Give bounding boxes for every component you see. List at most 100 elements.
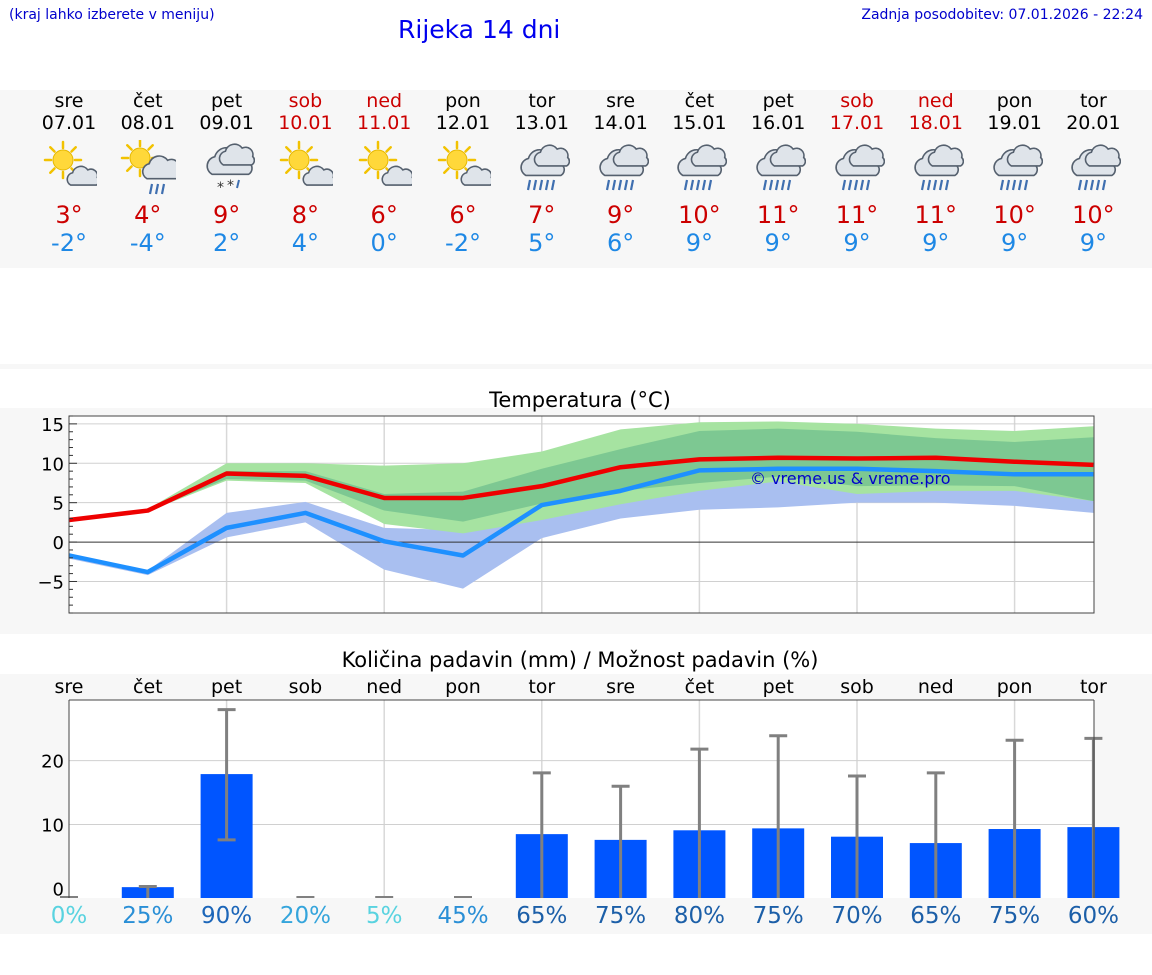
temp-max: 6° [370,201,398,229]
precip-category-label: pet [763,676,794,698]
precip-chance: 90% [201,903,253,929]
separator-band [0,364,1152,369]
day-name: ned [366,90,403,112]
day-date: 11.01 [356,112,412,134]
temp-max: 11° [835,201,879,229]
precip-chance: 25% [122,903,174,929]
day-name: ned [917,90,954,112]
day-column: sre 07.01 3° -2° [30,90,108,257]
day-name: sob [840,90,874,112]
cloud-rain-icon [598,144,649,191]
day-name: tor [1079,90,1107,112]
precip-category-label: ned [366,676,402,698]
cloud-rain-icon [756,144,807,191]
day-date: 10.01 [278,112,333,134]
precip-ytick-label: 10 [41,816,64,837]
precip-chance: 65% [516,903,568,929]
sun-cloud-icon [358,140,413,186]
temp-min: 9° [1079,229,1108,257]
day-date: 08.01 [120,112,175,134]
temp-min: 9° [922,229,950,257]
precip-chance: 80% [673,903,725,929]
day-date: 12.01 [435,112,491,134]
temp-min: 6° [606,229,635,257]
precip-chance: 5% [365,903,403,929]
precip-chance: 0% [50,903,88,929]
temp-ytick-label: 5 [53,494,64,515]
day-date: 16.01 [750,112,806,134]
day-column: sob 10.01 8° 4° [266,90,344,257]
temp-min: 9° [764,229,792,257]
day-forecast-row: sre 07.01 3° -2° čet 08.01 4° -4° pet 09.01 * * 9° 2°… [0,90,1152,268]
location-hint: (kraj lahko izberete v meniju) [9,7,215,23]
temp-min: 9° [843,229,871,257]
day-column: čet 08.01 4° -4° [109,90,187,257]
temp-min: 5° [528,229,556,257]
precip-chance: 45% [437,903,489,929]
precip-category-label: sob [840,676,874,698]
precip-chance: 70% [831,903,883,929]
day-date: 09.01 [199,112,254,134]
day-date: 14.01 [593,112,648,134]
precip-category-label: sre [55,676,84,698]
cloud-rain-icon [1071,144,1122,191]
day-column: tor 20.01 10° 9° [1054,90,1132,257]
day-name: pon [996,90,1033,112]
temp-max: 10° [993,201,1036,229]
temp-min: -2° [51,229,87,257]
temp-max: 9° [212,201,241,229]
precip-category-label: tor [528,676,555,698]
cloud-snow-icon: * * [206,143,255,196]
temp-max: 10° [678,201,721,229]
precip-category-label: pon [997,676,1033,698]
temp-ytick-label: −5 [37,572,64,593]
temp-min: -2° [445,229,481,257]
day-column: tor 13.01 7° 5° [503,90,581,257]
last-updated: Zadnja posodobitev: 07.01.2026 - 22:24 [861,7,1143,23]
watermark: © vreme.us & vreme.pro [750,469,951,488]
day-name: tor [528,90,556,112]
precip-category-label: tor [1080,676,1107,698]
day-column: pet 16.01 11° 9° [739,90,817,257]
day-column: sre 14.01 9° 6° [582,90,660,257]
day-date: 20.01 [1066,112,1121,134]
precip-ytick-label: 0 [53,879,64,900]
cloud-rain-icon [520,144,570,191]
sun-cloud-icon [437,140,491,186]
sun-cloud-rain-icon [120,140,176,195]
precip-category-label: sre [606,676,635,698]
day-name: čet [133,90,163,112]
sun-cloud-icon [43,140,97,186]
cloud-rain-icon [992,144,1043,191]
precip-category-label: sob [289,676,323,698]
precip-category-label: čet [685,676,715,698]
day-column: pet 09.01 * * 9° 2° [188,90,266,257]
temp-max: 11° [756,201,800,229]
temp-ytick-label: 0 [53,533,64,554]
temp-max: 11° [914,201,958,229]
cloud-rain-icon [914,144,964,191]
temp-max: 6° [449,201,477,229]
temp-max: 7° [528,201,556,229]
day-column: pon 19.01 10° 9° [976,90,1054,257]
temp-plot-frame [68,415,1095,614]
temp-min: 9° [685,229,714,257]
cloud-rain-icon [677,144,728,191]
precip-chance: 20% [279,903,331,929]
precip-category-label: pet [211,676,242,698]
day-name: sob [288,90,323,112]
min-temp-line [68,466,1094,575]
max-temp-line [68,455,1094,523]
precip-ytick-label: 20 [41,752,64,773]
precip-chart-title: Količina padavin (mm) / Možnost padavin … [341,648,819,672]
day-date: 18.01 [908,112,963,134]
temp-ytick-label: 15 [41,415,64,436]
day-name: sre [606,90,636,112]
temp-max: 8° [291,201,320,229]
day-column: sob 17.01 11° 9° [818,90,896,257]
temp-max: 9° [606,201,635,229]
day-column: ned 18.01 11° 9° [897,90,975,257]
temp-min: 9° [1000,229,1029,257]
cloud-rain-icon [835,144,885,191]
